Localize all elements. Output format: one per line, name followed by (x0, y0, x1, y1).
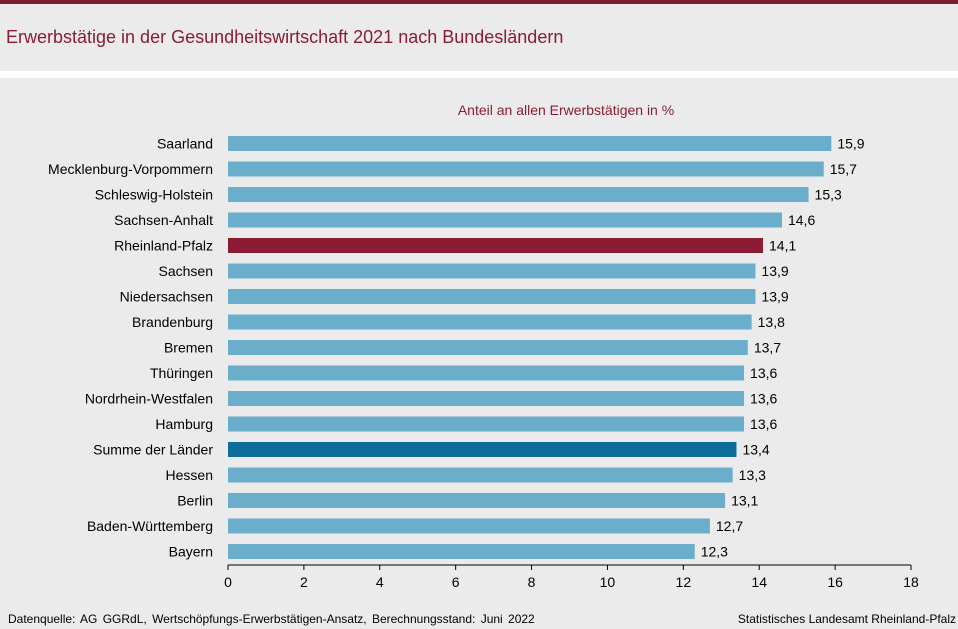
bar (228, 289, 756, 304)
bar (228, 340, 748, 355)
x-tick-label: 14 (751, 574, 767, 590)
bar (228, 187, 809, 202)
x-tick-label: 12 (676, 574, 692, 590)
bar (228, 365, 745, 381)
category-label: Hessen (166, 467, 213, 483)
x-axis: 0 2 4 6 8 10 12 14 16 18 (224, 564, 919, 590)
category-label: Rheinland-Pfalz (114, 238, 213, 254)
category-label: Saarland (157, 136, 213, 152)
category-label: Thüringen (150, 365, 213, 381)
title-separator (0, 71, 958, 78)
value-label: 13,6 (750, 391, 777, 407)
value-label: 13,1 (731, 493, 758, 509)
category-label: Niedersachsen (120, 289, 213, 305)
bar (228, 391, 745, 406)
value-label: 12,7 (716, 518, 743, 534)
value-label: 13,9 (761, 263, 788, 279)
bar-chart: Anteil an allen Erwerbstätigen in % Saar… (48, 102, 919, 590)
x-tick-label: 6 (452, 574, 460, 590)
category-label: Berlin (177, 493, 213, 509)
value-label: 15,7 (830, 161, 857, 177)
category-label: Bayern (169, 544, 213, 560)
value-label: 13,6 (750, 416, 777, 432)
bars-group: Saarland 15,9 Mecklenburg-Vorpommern 15,7 Sc… (48, 136, 865, 560)
category-label: Schleswig-Holstein (95, 187, 213, 203)
page-title: Erwerbstätige in der Gesundheitswirtscha… (6, 27, 564, 47)
publisher-note: Statistisches Landesamt Rheinland-Pfalz (737, 612, 956, 626)
value-label: 13,7 (754, 340, 781, 356)
value-label: 13,6 (750, 365, 777, 381)
bar (228, 442, 737, 457)
bar (228, 238, 764, 253)
bar (228, 493, 726, 508)
x-tick-label: 4 (376, 574, 384, 590)
x-tick-label: 2 (300, 574, 308, 590)
bar (228, 416, 745, 432)
category-label: Sachsen (159, 263, 213, 279)
chart-subtitle: Anteil an allen Erwerbstätigen in % (458, 102, 674, 118)
bar (228, 161, 824, 177)
value-label: 15,3 (815, 187, 842, 203)
top-accent-bar (0, 0, 958, 4)
category-label: Hamburg (155, 416, 213, 432)
bar (228, 467, 733, 483)
value-label: 14,1 (769, 238, 796, 254)
bar (228, 136, 832, 151)
value-label: 15,9 (837, 136, 864, 152)
category-label: Mecklenburg-Vorpommern (48, 161, 213, 177)
x-tick-label: 18 (903, 574, 919, 590)
category-label: Sachsen-Anhalt (114, 212, 213, 228)
x-tick-label: 16 (827, 574, 843, 590)
category-label: Summe der Länder (93, 442, 213, 458)
category-label: Nordrhein-Westfalen (85, 391, 213, 407)
source-note: Datenquelle: AG GGRdL, Wertschöpfungs-Er… (8, 612, 535, 626)
x-tick-label: 10 (600, 574, 616, 590)
bar (228, 263, 756, 279)
x-tick-label: 0 (224, 574, 232, 590)
value-label: 13,4 (742, 442, 769, 458)
value-label: 13,3 (739, 467, 766, 483)
value-label: 13,8 (758, 314, 785, 330)
x-tick-label: 8 (528, 574, 536, 590)
value-label: 12,3 (701, 544, 728, 560)
value-label: 14,6 (788, 212, 815, 228)
category-label: Baden-Württemberg (87, 518, 213, 534)
bar (228, 544, 695, 559)
value-label: 13,9 (761, 289, 788, 305)
category-label: Brandenburg (132, 314, 213, 330)
bar (228, 518, 710, 534)
bar (228, 314, 752, 330)
category-label: Bremen (164, 340, 213, 356)
bar (228, 212, 782, 228)
